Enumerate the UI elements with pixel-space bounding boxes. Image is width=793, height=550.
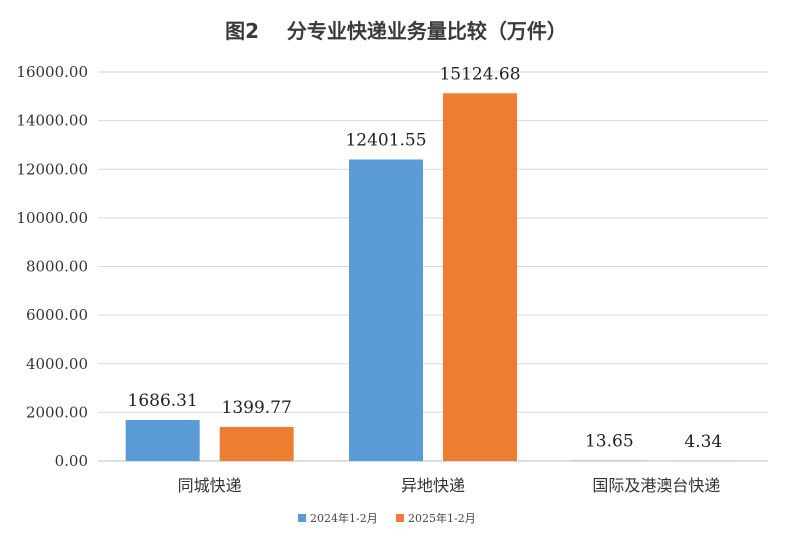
y-tick-label: 4000.00: [26, 355, 88, 373]
legend-label: 2025年1-2月: [408, 511, 476, 525]
x-category-label: 同城快递: [178, 476, 242, 495]
bar: [443, 93, 517, 461]
bar-value-label: 1399.77: [222, 398, 292, 418]
y-tick-label: 6000.00: [26, 306, 88, 324]
bar-value-label: 4.34: [684, 432, 722, 452]
y-tick-label: 12000.00: [16, 160, 88, 178]
bar: [219, 426, 294, 461]
data-labels: 1686.31 1399.77 12401.55 15124.68 13.65 4.34: [128, 64, 723, 452]
legend: 2024年1-2月 2025年1-2月: [298, 511, 476, 525]
legend-swatch: [298, 514, 306, 522]
y-tick-label: 8000.00: [26, 258, 88, 276]
bar-value-label: 1686.31: [128, 391, 198, 411]
bars: [125, 93, 741, 462]
legend-label: 2024年1-2月: [310, 511, 378, 525]
y-tick-label: 2000.00: [26, 403, 88, 421]
x-axis-categories: 同城快递 异地快递 国际及港澳台快递: [178, 476, 721, 495]
y-axis-ticks: 0.00 2000.00 4000.00 6000.00 8000.00 10000.00…: [16, 63, 88, 470]
y-tick-label: 0.00: [55, 452, 88, 470]
y-tick-label: 16000.00: [16, 63, 88, 81]
bar: [349, 159, 423, 462]
y-tick-label: 14000.00: [16, 112, 88, 130]
x-category-label: 国际及港澳台快递: [592, 476, 720, 495]
chart-title: 图2 分专业快递业务量比较（万件）: [225, 19, 567, 43]
bar-value-label: 15124.68: [439, 64, 520, 84]
y-tick-label: 10000.00: [16, 209, 88, 227]
bar-value-label: 12401.55: [345, 130, 426, 150]
legend-swatch: [396, 514, 404, 522]
bar: [125, 420, 200, 461]
gridlines: [98, 71, 768, 462]
x-category-label: 异地快递: [401, 476, 465, 495]
bar-value-label: 13.65: [585, 432, 634, 452]
